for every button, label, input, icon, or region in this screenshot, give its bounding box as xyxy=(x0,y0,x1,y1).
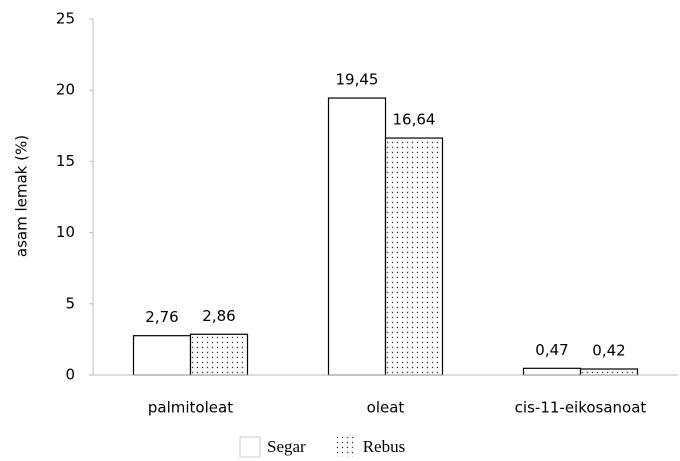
bar xyxy=(384,137,444,376)
bar xyxy=(579,368,639,376)
bar xyxy=(327,97,387,376)
data-label: 19,45 xyxy=(336,71,379,89)
x-tick-label: palmitoleat xyxy=(148,399,233,417)
y-tick-label: 5 xyxy=(65,294,75,312)
data-label: 0,47 xyxy=(535,341,568,359)
data-label: 2,86 xyxy=(202,307,235,325)
legend-label: Rebus xyxy=(363,437,406,456)
x-tick-label: cis-11-eikosanoat xyxy=(515,399,647,417)
legend-swatch xyxy=(335,437,356,457)
y-tick-label: 0 xyxy=(65,366,75,384)
data-label: 2,76 xyxy=(145,308,178,326)
y-tick-label: 25 xyxy=(56,10,75,28)
data-label: 16,64 xyxy=(393,111,436,129)
y-tick-label: 20 xyxy=(56,81,75,99)
bar xyxy=(132,335,192,376)
y-axis-label: asam lemak (%) xyxy=(13,135,31,257)
legend-label: Segar xyxy=(267,437,306,456)
data-label: 0,42 xyxy=(592,342,625,360)
bar xyxy=(189,333,249,376)
bar xyxy=(522,367,582,376)
legend-swatch xyxy=(239,436,261,458)
y-tick-label: 15 xyxy=(56,152,75,170)
y-tick-label: 10 xyxy=(56,223,75,241)
x-tick-label: oleat xyxy=(367,399,405,417)
